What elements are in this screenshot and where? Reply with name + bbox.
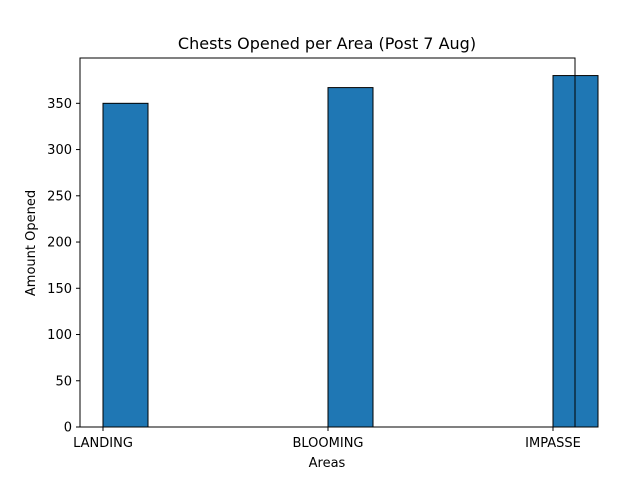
x-tick-label: BLOOMING [292,436,363,451]
chart-title: Chests Opened per Area (Post 7 Aug) [178,34,476,53]
bar-landing [102,102,149,428]
bar-blooming [327,87,374,428]
x-axis: LANDING BLOOMING IMPASSE [73,427,581,451]
y-tick-label: 300 [47,143,72,158]
x-axis-label: Areas [309,456,346,471]
y-tick-label: 200 [47,236,72,251]
y-axis-label: Amount Opened [24,190,39,296]
x-tick-label: IMPASSE [525,436,581,451]
y-tick-label: 50 [55,374,72,389]
y-tick-label: 0 [64,421,72,436]
y-tick-label: 150 [47,282,72,297]
y-tick-label: 350 [47,97,72,112]
x-tick-label: LANDING [73,436,133,451]
y-axis: 0 50 100 150 200 250 300 350 [47,97,80,436]
y-tick-label: 250 [47,189,72,204]
bars-layer [102,75,599,428]
y-tick-label: 100 [47,328,72,343]
